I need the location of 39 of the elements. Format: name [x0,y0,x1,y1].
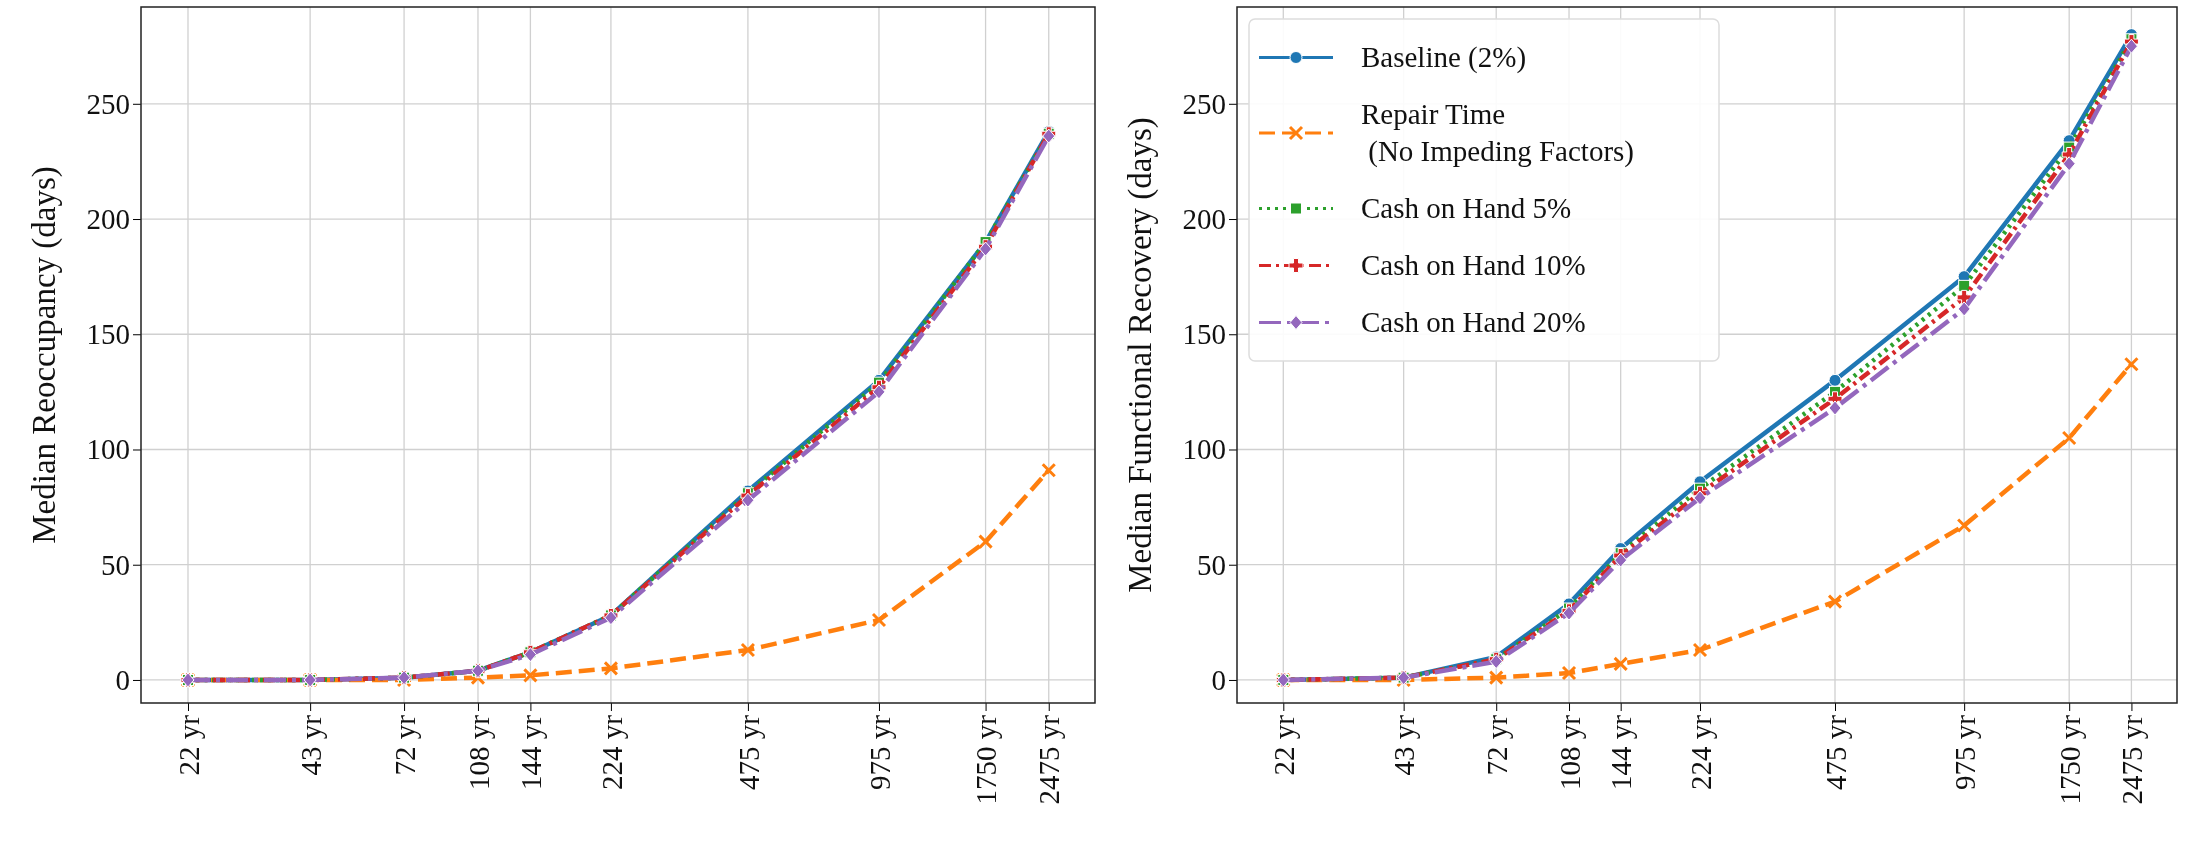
y-tick-label: 50 [1197,548,1226,581]
x-tick-label: 43 yr [1388,714,1421,776]
y-tick-label: 150 [1182,318,1226,351]
x-tick-label: 22 yr [1267,714,1300,776]
x-tick-label: 1750 yr [2053,714,2086,805]
legend-label: Repair Time (No Impeding Factors) [1361,98,1635,168]
x-tick-label: 72 yr [1480,714,1513,776]
x-tick-label: 1750 yr [970,714,1003,805]
x-tick-label: 72 yr [388,714,421,776]
y-tick-label: 0 [115,663,130,696]
y-tick-label: 100 [86,433,130,466]
y-axis-title: Median Functional Recovery (days) [1122,117,1159,593]
x-tick-label: 108 yr [462,714,495,790]
x-tick-label: 224 yr [595,714,628,790]
x-tick-label: 975 yr [1948,714,1981,790]
x-tick-label: 144 yr [515,714,548,790]
legend-label: Cash on Hand 20% [1361,306,1586,338]
x-tick-label: 475 yr [1819,714,1852,790]
x-tick-label: 2475 yr [1033,714,1066,805]
y-tick-label: 250 [86,87,130,120]
y-tick-label: 200 [1182,202,1226,235]
y-tick-label: 250 [1182,87,1226,120]
legend-label: Cash on Hand 5% [1361,192,1572,224]
y-axis-title: Median Reoccupancy (days) [26,166,63,544]
y-tick-label: 50 [101,548,130,581]
y-tick-label: 100 [1182,433,1226,466]
x-tick-label: 22 yr [172,714,205,776]
x-tick-label: 43 yr [294,714,327,776]
x-tick-label: 144 yr [1605,714,1638,790]
x-tick-label: 475 yr [732,714,765,790]
y-tick-label: 200 [86,202,130,235]
legend-label: Cash on Hand 10% [1361,249,1586,281]
x-tick-label: 224 yr [1684,714,1717,790]
legend-label: Baseline (2%) [1361,41,1527,74]
y-tick-label: 0 [1211,663,1226,696]
y-tick-label: 150 [86,318,130,351]
x-tick-label: 975 yr [863,714,896,790]
x-tick-label: 2475 yr [2116,714,2149,805]
x-tick-label: 108 yr [1553,714,1586,790]
